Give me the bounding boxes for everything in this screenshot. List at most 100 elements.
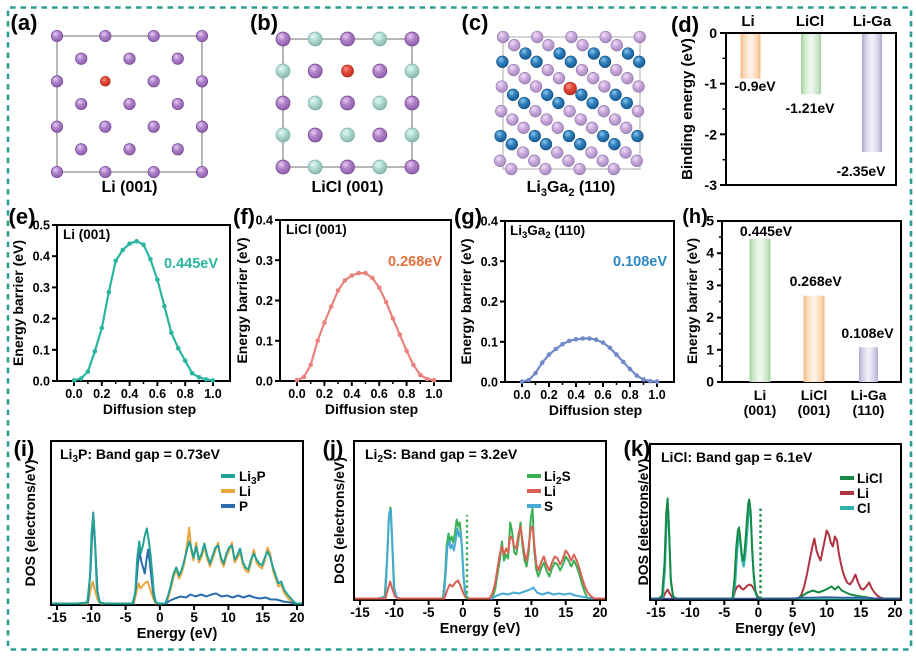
svg-text:1.0: 1.0 bbox=[204, 387, 221, 401]
svg-text:Li-Ga: Li-Ga bbox=[851, 387, 887, 403]
svg-text:LiCl: LiCl bbox=[796, 13, 824, 30]
svg-text:0.108eV: 0.108eV bbox=[841, 325, 894, 341]
svg-text:0.2: 0.2 bbox=[481, 295, 498, 309]
svg-text:(b): (b) bbox=[250, 10, 278, 35]
svg-text:S: S bbox=[544, 499, 553, 514]
svg-text:-15: -15 bbox=[47, 610, 67, 625]
svg-text:-15: -15 bbox=[646, 605, 666, 620]
svg-text:-1.21eV: -1.21eV bbox=[785, 100, 835, 116]
svg-text:Binding energy (eV): Binding energy (eV) bbox=[679, 38, 696, 180]
svg-text:(h): (h) bbox=[682, 206, 708, 228]
svg-text:Li: Li bbox=[239, 484, 251, 499]
svg-text:0.4: 0.4 bbox=[481, 215, 498, 229]
svg-text:Diffusion step: Diffusion step bbox=[325, 401, 418, 417]
svg-text:15: 15 bbox=[558, 605, 574, 620]
svg-text:Li2S: Li2S bbox=[544, 469, 571, 487]
svg-text:0: 0 bbox=[706, 374, 714, 390]
svg-text:0: 0 bbox=[459, 605, 467, 620]
svg-text:0.2: 0.2 bbox=[540, 388, 557, 402]
svg-text:0.268eV: 0.268eV bbox=[388, 254, 442, 270]
svg-text:10: 10 bbox=[221, 610, 236, 625]
svg-text:0: 0 bbox=[755, 605, 763, 620]
svg-text:0.0: 0.0 bbox=[481, 376, 498, 390]
svg-text:5: 5 bbox=[190, 610, 198, 625]
svg-text:(j): (j) bbox=[323, 436, 344, 461]
svg-text:DOS (electrons/eV): DOS (electrons/eV) bbox=[22, 460, 38, 587]
svg-text:(i): (i) bbox=[14, 436, 35, 461]
svg-text:Li: Li bbox=[857, 486, 869, 501]
svg-text:0: 0 bbox=[709, 25, 717, 41]
svg-text:0.445eV: 0.445eV bbox=[164, 256, 218, 272]
svg-text:0.4: 0.4 bbox=[121, 387, 138, 401]
svg-text:Energy barrier (eV): Energy barrier (eV) bbox=[684, 238, 700, 364]
svg-text:Li: Li bbox=[544, 484, 556, 499]
svg-text:0.4: 0.4 bbox=[567, 388, 584, 402]
svg-text:0.0: 0.0 bbox=[256, 375, 273, 389]
svg-text:(k): (k) bbox=[624, 436, 651, 461]
svg-text:0: 0 bbox=[156, 610, 164, 625]
svg-text:(g): (g) bbox=[454, 204, 482, 229]
svg-text:0.2: 0.2 bbox=[256, 294, 273, 308]
svg-text:0.6: 0.6 bbox=[594, 388, 611, 402]
svg-text:Li3Ga2 (110): Li3Ga2 (110) bbox=[510, 223, 585, 241]
svg-text:Li-Ga: Li-Ga bbox=[853, 13, 892, 30]
svg-text:15: 15 bbox=[853, 605, 869, 620]
svg-text:Li: Li bbox=[741, 13, 754, 30]
svg-text:0.1: 0.1 bbox=[481, 335, 498, 349]
svg-text:3: 3 bbox=[706, 277, 714, 293]
svg-text:Li (001): Li (001) bbox=[63, 227, 110, 242]
svg-text:5: 5 bbox=[493, 605, 501, 620]
svg-text:LiCl: LiCl bbox=[857, 471, 883, 486]
svg-text:0.3: 0.3 bbox=[33, 281, 50, 295]
svg-text:0.0: 0.0 bbox=[288, 387, 305, 401]
svg-text:-5: -5 bbox=[120, 610, 132, 625]
svg-text:-10: -10 bbox=[82, 610, 102, 625]
svg-text:Diffusion step: Diffusion step bbox=[103, 401, 196, 417]
svg-text:Li: Li bbox=[754, 387, 766, 403]
svg-text:0.6: 0.6 bbox=[371, 387, 388, 401]
svg-text:0.8: 0.8 bbox=[177, 387, 194, 401]
svg-text:0.8: 0.8 bbox=[398, 387, 415, 401]
svg-text:Li (001): Li (001) bbox=[101, 179, 157, 196]
svg-text:1.0: 1.0 bbox=[425, 387, 442, 401]
svg-text:2: 2 bbox=[706, 309, 714, 325]
svg-text:(d): (d) bbox=[671, 12, 699, 37]
svg-text:-0.9eV: -0.9eV bbox=[734, 78, 776, 94]
svg-text:0.1: 0.1 bbox=[33, 343, 50, 357]
svg-text:(c): (c) bbox=[462, 10, 489, 35]
svg-text:Energy (eV): Energy (eV) bbox=[735, 621, 816, 637]
svg-text:20: 20 bbox=[592, 605, 607, 620]
svg-text:1.0: 1.0 bbox=[648, 388, 665, 402]
svg-text:0.4: 0.4 bbox=[256, 214, 273, 228]
svg-text:-2: -2 bbox=[705, 126, 718, 142]
svg-text:-10: -10 bbox=[680, 605, 700, 620]
svg-text:P: P bbox=[239, 499, 248, 514]
svg-text:LiCl (001): LiCl (001) bbox=[311, 179, 383, 196]
svg-text:-10: -10 bbox=[385, 605, 405, 620]
svg-text:Cl: Cl bbox=[857, 501, 871, 516]
svg-text:Li3Ga2 (110): Li3Ga2 (110) bbox=[527, 179, 616, 199]
svg-text:Energy barrier (eV): Energy barrier (eV) bbox=[234, 237, 250, 363]
svg-text:(a): (a) bbox=[11, 10, 38, 35]
svg-text:0.3: 0.3 bbox=[256, 254, 273, 268]
svg-text:Energy barrier (eV): Energy barrier (eV) bbox=[458, 238, 474, 364]
svg-text:-1: -1 bbox=[705, 76, 718, 92]
svg-text:LiCl (001): LiCl (001) bbox=[286, 222, 347, 237]
svg-text:-5: -5 bbox=[718, 605, 730, 620]
svg-text:0.108eV: 0.108eV bbox=[613, 254, 667, 270]
svg-text:(110): (110) bbox=[853, 402, 885, 418]
svg-text:LiCl: LiCl bbox=[801, 387, 827, 403]
svg-text:0.2: 0.2 bbox=[33, 312, 50, 326]
svg-text:LiCl: Band gap = 6.1eV: LiCl: Band gap = 6.1eV bbox=[661, 449, 813, 465]
svg-text:0.445eV: 0.445eV bbox=[740, 223, 793, 239]
svg-text:10: 10 bbox=[524, 605, 539, 620]
svg-text:1: 1 bbox=[706, 341, 714, 357]
svg-text:4: 4 bbox=[706, 245, 714, 261]
svg-text:DOS (electrons/eV): DOS (electrons/eV) bbox=[331, 457, 347, 584]
svg-text:(e): (e) bbox=[9, 204, 36, 229]
svg-text:-2.35eV: -2.35eV bbox=[836, 163, 886, 179]
svg-text:Energy (eV): Energy (eV) bbox=[137, 626, 218, 642]
svg-text:(f): (f) bbox=[233, 204, 255, 229]
svg-text:0.2: 0.2 bbox=[316, 387, 333, 401]
svg-text:15: 15 bbox=[255, 610, 271, 625]
